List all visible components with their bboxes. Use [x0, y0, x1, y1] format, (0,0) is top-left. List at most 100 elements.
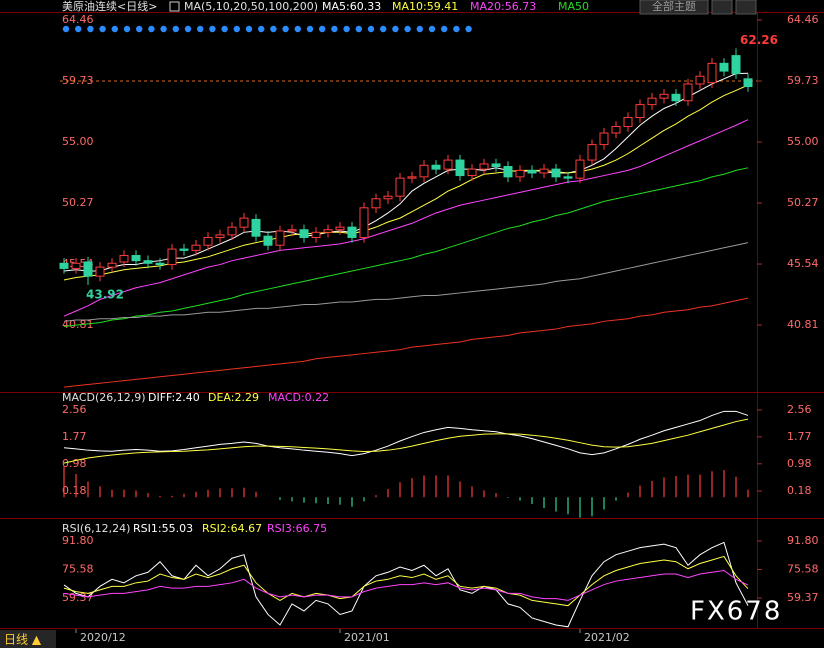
candle-body: [671, 93, 681, 102]
marker-dot: [343, 25, 350, 33]
candle-body: [251, 218, 261, 237]
candle-body: [719, 62, 729, 72]
marker-dot: [148, 25, 155, 33]
candle-body: [239, 217, 249, 228]
y-tick-label: 50.27: [787, 196, 819, 209]
legend-item: RSI2:64.67: [202, 522, 262, 535]
marker-dot: [160, 25, 167, 33]
candle-body: [167, 248, 177, 266]
candle-body: [731, 55, 741, 75]
candle-body: [659, 93, 669, 99]
candle-body: [455, 159, 465, 177]
marker-dot: [282, 25, 289, 33]
nav-button[interactable]: [735, 0, 757, 15]
candle-body: [479, 163, 489, 170]
candle-body: [575, 159, 585, 179]
candle-body: [491, 163, 501, 168]
candle-body: [203, 236, 213, 246]
line: [63, 569, 749, 601]
marker-dot: [367, 25, 375, 33]
y-tick-label: 55.00: [62, 135, 94, 148]
marker-dot: [111, 25, 119, 33]
period-button[interactable]: 日线 ▲: [4, 633, 42, 647]
candle-body: [263, 235, 273, 246]
candle-body: [695, 75, 705, 85]
line: [63, 555, 749, 607]
candle-body: [623, 117, 633, 128]
marker-dot: [221, 25, 228, 33]
y-tick-label: 75.58: [62, 562, 94, 575]
candle-body: [395, 177, 405, 197]
candle-body: [371, 198, 381, 209]
candle-body: [635, 104, 645, 119]
y-tick-label: 91.80: [62, 534, 94, 547]
marker-dot: [428, 25, 436, 33]
legend-item: MA50: [558, 0, 589, 13]
nav-button[interactable]: [711, 0, 733, 15]
indicator-title: MACD(26,12,9): [62, 391, 146, 404]
candle-body: [143, 260, 153, 264]
candle-body: [599, 132, 609, 146]
y-tick-label: 2.56: [787, 403, 812, 416]
candle-body: [155, 262, 165, 266]
marker-dot: [136, 25, 143, 33]
marker-dot: [392, 25, 399, 33]
watermark: FX678: [690, 597, 782, 627]
line: [63, 242, 749, 322]
marker-dot: [62, 25, 70, 33]
marker-dot: [380, 25, 387, 33]
line: [63, 84, 749, 281]
candle-body: [503, 166, 513, 178]
candle-body: [383, 195, 393, 200]
candle-body: [191, 244, 201, 251]
y-tick-label: 59.73: [787, 74, 819, 87]
legend-item: MA10:59.41: [392, 0, 458, 13]
candle-body: [299, 229, 309, 238]
candle-body: [323, 229, 333, 233]
candle-body: [59, 262, 69, 269]
x-tick-label: 2021/02: [584, 631, 630, 644]
marker-dot: [87, 25, 94, 33]
candle-body: [587, 144, 597, 161]
marker-dot: [319, 25, 326, 33]
line: [63, 297, 749, 388]
marker-dot: [75, 25, 82, 33]
y-tick-label: 0.18: [62, 484, 87, 497]
candle-body: [359, 207, 369, 238]
legend-item: DEA:2.29: [208, 391, 259, 404]
candle-body: [683, 83, 693, 102]
candle-body: [431, 164, 441, 170]
y-tick-label: 91.80: [787, 534, 819, 547]
y-tick-label: 64.46: [62, 13, 94, 26]
price-annotation: 62.26: [740, 33, 778, 47]
legend-item: RSI3:66.75: [267, 522, 327, 535]
line: [63, 167, 749, 327]
marker-dot: [404, 25, 411, 33]
period-button-bg[interactable]: [0, 630, 56, 648]
marker-dot: [99, 25, 106, 33]
theme-button[interactable]: [639, 0, 709, 15]
candle-body: [527, 169, 537, 174]
theme-button-label[interactable]: 全部主题: [652, 0, 696, 13]
candle-body: [311, 231, 321, 238]
candle-body: [179, 248, 189, 251]
legend-item: RSI1:55.03: [133, 522, 193, 535]
icon[interactable]: [169, 1, 180, 12]
marker-dot: [123, 25, 131, 33]
y-tick-label: 55.00: [787, 135, 819, 148]
legend-item: DIFF:2.40: [148, 391, 200, 404]
marker-dot: [197, 25, 204, 33]
y-tick-label: 40.81: [787, 318, 819, 331]
candle-body: [563, 176, 573, 179]
y-tick-label: 59.37: [787, 591, 819, 604]
y-tick-label: 1.77: [62, 430, 87, 443]
candle-body: [551, 168, 561, 178]
legend-item: MACD:0.22: [268, 391, 329, 404]
line: [63, 541, 749, 628]
candle-body: [119, 255, 129, 263]
candle-body: [407, 176, 417, 179]
candle-body: [347, 226, 357, 238]
y-tick-label: 59.73: [62, 74, 94, 87]
